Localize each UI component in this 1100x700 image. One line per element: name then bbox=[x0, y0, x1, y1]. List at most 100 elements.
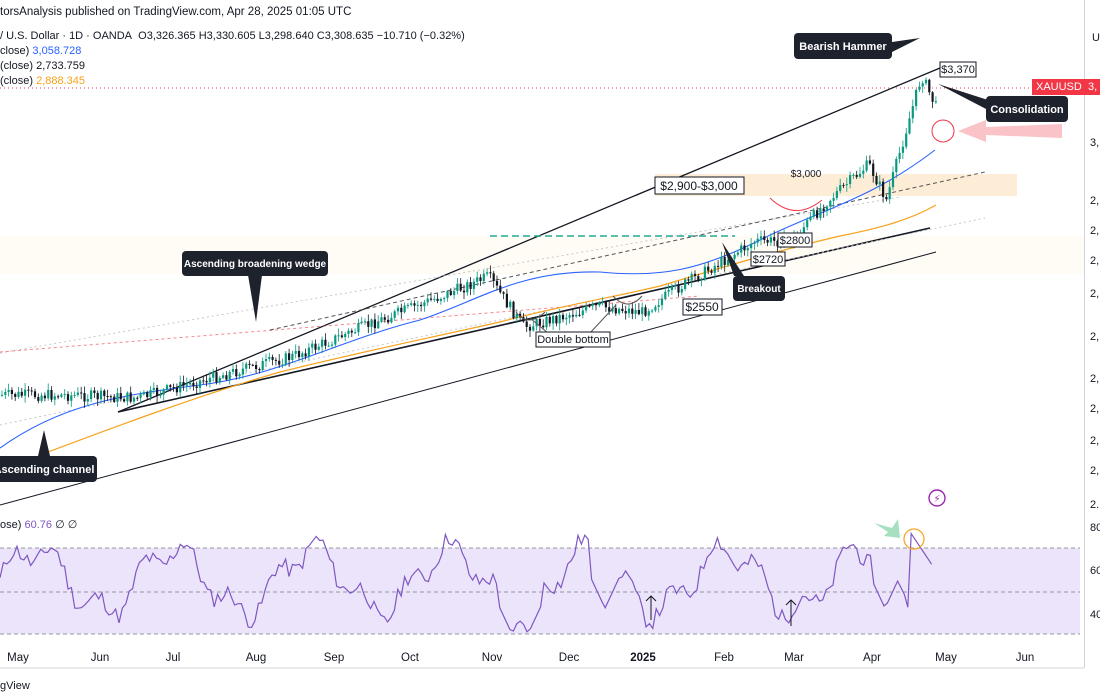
candle-body bbox=[453, 290, 456, 295]
ma2-legend[interactable]: (close) 2,733.759 bbox=[0, 60, 85, 72]
candle-body bbox=[297, 350, 301, 358]
double-bottom-arrow-1 bbox=[529, 317, 549, 334]
candle-body bbox=[723, 256, 726, 265]
candle-body bbox=[271, 356, 274, 360]
candle-body bbox=[393, 311, 396, 318]
candle-body bbox=[700, 279, 703, 281]
wedge-label: Ascending broadening wedge bbox=[184, 259, 327, 270]
candle-body bbox=[552, 315, 555, 324]
candle-body bbox=[809, 216, 812, 220]
candle-body bbox=[57, 396, 60, 398]
month-tick: 2025 bbox=[630, 652, 656, 664]
wedge-upper-line[interactable] bbox=[117, 67, 941, 413]
candle-body bbox=[535, 319, 538, 327]
rsi-suffix: ∅ ∅ bbox=[55, 519, 78, 531]
candle-body bbox=[113, 396, 116, 402]
candle-body bbox=[43, 395, 46, 399]
candle-body bbox=[47, 389, 50, 399]
candle-body bbox=[806, 219, 809, 228]
ma3-label: (close) bbox=[0, 75, 34, 87]
candle-body bbox=[14, 393, 17, 397]
rsi-circle bbox=[903, 528, 925, 550]
candle-body bbox=[637, 310, 640, 315]
candle-body bbox=[753, 242, 756, 244]
double-bottom-arc-1 bbox=[515, 311, 546, 321]
ma2-value: 2,733.759 bbox=[36, 60, 86, 72]
candle-body bbox=[502, 292, 505, 294]
rsi-legend[interactable]: ose) 60.76 ∅ ∅ bbox=[0, 518, 77, 531]
candle-body bbox=[710, 270, 713, 273]
ticker-badge[interactable]: XAUUSD 3, bbox=[1032, 79, 1100, 95]
candle-body bbox=[614, 308, 617, 314]
consolidation-callout bbox=[986, 96, 1068, 122]
candle-body bbox=[357, 322, 360, 333]
candle-body bbox=[439, 299, 442, 301]
candle-body bbox=[123, 399, 126, 402]
alert-icon[interactable] bbox=[928, 489, 946, 507]
candle-body bbox=[334, 335, 337, 345]
ma3-value: 2,888.345 bbox=[36, 75, 86, 87]
candle-body bbox=[264, 359, 268, 362]
candle-body bbox=[443, 298, 446, 300]
candle-body bbox=[235, 369, 238, 377]
time-axis: May Jun Jul Aug Sep Oct Nov Dec 2025 Feb Mar Apr May… bbox=[7, 652, 1034, 664]
candle-body bbox=[27, 389, 30, 391]
candle-body bbox=[852, 174, 855, 176]
candle-body bbox=[512, 301, 515, 319]
candle-body bbox=[165, 385, 169, 390]
candle-body bbox=[905, 133, 908, 147]
candle-body bbox=[146, 392, 149, 398]
candle-body bbox=[261, 361, 264, 371]
candle-body bbox=[674, 285, 677, 287]
target-arrow bbox=[958, 120, 1062, 142]
candle-body bbox=[255, 364, 258, 370]
candle-body bbox=[489, 272, 492, 274]
candle-body bbox=[426, 298, 429, 303]
candle-body bbox=[555, 315, 558, 324]
ma1-line bbox=[0, 149, 936, 449]
candle-body bbox=[875, 175, 878, 185]
rsi-band bbox=[0, 548, 1080, 634]
symbol-label[interactable]: / U.S. Dollar · 1D · OANDA bbox=[0, 30, 133, 42]
price-tick: 2, bbox=[1090, 465, 1099, 477]
candle-body bbox=[687, 279, 690, 281]
price-axis[interactable] bbox=[1084, 0, 1100, 668]
rsi-indicator[interactable] bbox=[0, 531, 933, 633]
candle-body bbox=[707, 266, 710, 271]
candle-body bbox=[93, 390, 96, 393]
month-tick: Jun bbox=[1016, 652, 1035, 664]
candle-body bbox=[189, 382, 192, 385]
candle-body bbox=[70, 395, 73, 401]
candle-body bbox=[304, 353, 307, 357]
candle-body bbox=[522, 317, 525, 322]
candle-body bbox=[63, 394, 66, 396]
cup-arc bbox=[769, 197, 823, 211]
candle-body bbox=[667, 289, 670, 292]
candle-body bbox=[720, 256, 723, 267]
candle-body bbox=[83, 393, 86, 402]
candle-body bbox=[598, 302, 601, 306]
candle-body bbox=[664, 291, 667, 299]
candle-body bbox=[578, 314, 581, 316]
ma2-label: (close) bbox=[0, 60, 34, 72]
candle-body bbox=[40, 395, 43, 401]
candle-body bbox=[684, 279, 687, 289]
candle-body bbox=[538, 319, 541, 326]
target-circle bbox=[931, 119, 955, 143]
double-bottom-box bbox=[535, 331, 611, 348]
candle-body bbox=[182, 382, 185, 386]
candle-body bbox=[354, 332, 357, 334]
candle-body bbox=[726, 259, 730, 265]
candle-body bbox=[532, 326, 535, 331]
double-bottom-arc-2 bbox=[612, 295, 643, 305]
candle-body bbox=[390, 317, 393, 323]
candle-body bbox=[858, 173, 862, 177]
level-2800-label: $2800 bbox=[780, 235, 811, 247]
month-tick: Jun bbox=[91, 652, 110, 664]
candle-body bbox=[294, 350, 297, 354]
ma3-legend[interactable]: (close) 2,888.345 bbox=[0, 75, 85, 87]
candle-body bbox=[96, 392, 99, 400]
ma1-legend[interactable]: close) 3,058.728 bbox=[0, 45, 81, 57]
candle-body bbox=[288, 353, 291, 361]
